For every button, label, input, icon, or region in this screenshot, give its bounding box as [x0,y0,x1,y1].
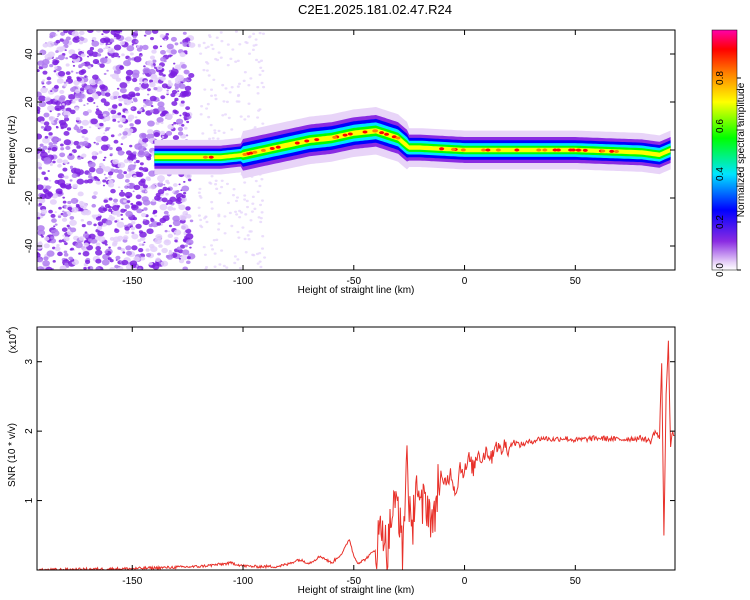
snr-ylabel: SNR (10 * v/v) [7,423,18,487]
snr-xlabel: Height of straight line (km) [298,585,415,596]
chart-title: C2E1.2025.181.02.47.R24 [298,2,452,17]
snr-ytick-label: 2 [24,428,35,434]
spectrogram-ytick-label: -40 [24,238,35,253]
snr-xtick-label: -50 [347,576,362,587]
spectrogram-xtick-label: 50 [570,276,582,287]
colorbar-tick-label: 0.6 [715,119,726,133]
snr-xtick-label: 0 [462,576,468,587]
snr-xtick-label: -100 [233,576,253,587]
colorbar: 0.0 0.2 0.4 0.6 0.8 Normalized spectral ampl… [711,29,747,277]
spectrogram-ytick-label: 40 [24,48,35,60]
snr-xtick-label: -150 [122,576,142,587]
spectrogram-xlabel: Height of straight line (km) [298,285,415,296]
snr-xtick-label: 50 [570,576,582,587]
spectrogram-ridge [154,107,671,179]
spectrogram-xtick-label: 0 [462,276,468,287]
colorbar-tick-label: 0.8 [715,71,726,85]
snr-ytick-label: 1 [24,497,35,503]
colorbar-tick-label: 0.0 [715,263,726,277]
spectrogram-ylabel: Frequency (Hz) [7,116,18,185]
snr-series-line [37,340,675,570]
snr-ytick-label: 3 [24,358,35,364]
spectrogram-noise [37,30,267,270]
snr-panel: -150 -100 -50 0 50 1 2 3 Height of straight li… [6,326,676,596]
colorbar-label: Normalized spectral amplitude [736,82,747,217]
colorbar-tick-label: 0.4 [715,167,726,181]
spectrogram-xtick-label: -50 [347,276,362,287]
spectrogram-ytick-label: -20 [24,190,35,205]
colorbar-gradient [711,29,738,271]
spectrogram-panel: -150 -100 -50 0 50 -40 -20 0 20 40 Height of str… [7,29,676,296]
spectrogram-ytick-label: 20 [24,96,35,108]
spectrogram-xtick-label: -100 [233,276,253,287]
spectrogram-ytick-label: 0 [24,147,35,153]
spectrogram-xtick-label: -150 [122,276,142,287]
snr-frame [36,326,676,571]
colorbar-tick-label: 0.2 [715,215,726,229]
snr-multiplier: (x104) [6,327,19,354]
